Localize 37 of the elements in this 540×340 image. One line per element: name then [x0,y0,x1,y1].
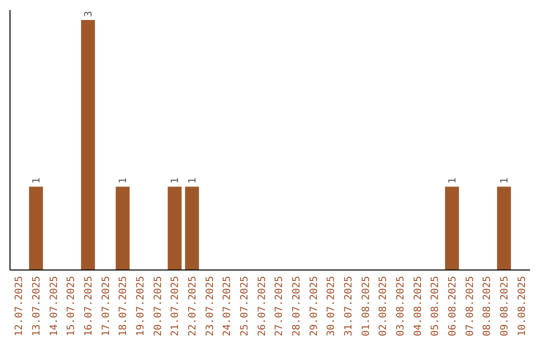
data-label: 1 [188,178,198,184]
x-tick-label: 21.07.2025 [170,276,182,336]
x-tick-label: 28.07.2025 [292,276,302,336]
x-tick-label: 03.08.2025 [396,276,406,336]
x-tick-label: 31.07.2025 [344,276,354,336]
x-tick-label: 23.07.2025 [204,276,216,336]
x-tick-label: 16.07.2025 [84,276,94,336]
data-label: 1 [448,178,458,184]
x-tick-label: 10.08.2025 [516,276,528,336]
x-tick-label: 29.07.2025 [308,276,320,336]
x-tick-label: 06.08.2025 [448,276,458,336]
x-tick-label: 15.07.2025 [66,276,78,336]
x-tick-label: 12.07.2025 [14,276,26,336]
x-tick-label: 26.07.2025 [256,276,268,336]
x-tick-label: 25.07.2025 [240,276,250,336]
x-tick-label: 18.07.2025 [118,276,130,336]
data-label: 1 [170,178,182,184]
x-tick-label: 19.07.2025 [136,276,146,336]
x-tick-label: 20.07.2025 [152,276,164,336]
x-tick-label: 05.08.2025 [430,276,442,336]
x-tick-label: 08.08.2025 [482,276,494,336]
data-label: 1 [32,178,42,184]
x-tick-label: 01.08.2025 [360,276,372,336]
x-tick-label: 04.08.2025 [412,276,424,336]
x-tick-label: 02.08.2025 [378,276,390,336]
x-tick-label: 30.07.2025 [326,276,338,336]
x-tick-label: 14.07.2025 [48,276,60,336]
x-tick-label: 22.07.2025 [188,276,198,336]
data-label: 1 [500,178,510,184]
x-tick-label: 24.07.2025 [222,276,234,336]
x-tick-label: 09.08.2025 [500,276,510,336]
data-label: 1 [118,178,130,184]
x-tick-label: 07.08.2025 [464,276,476,336]
x-tick-label: 27.07.2025 [274,276,286,336]
x-tick-label: 13.07.2025 [32,276,42,336]
data-label: 3 [84,10,94,17]
x-tick-label: 17.07.2025 [100,276,112,336]
